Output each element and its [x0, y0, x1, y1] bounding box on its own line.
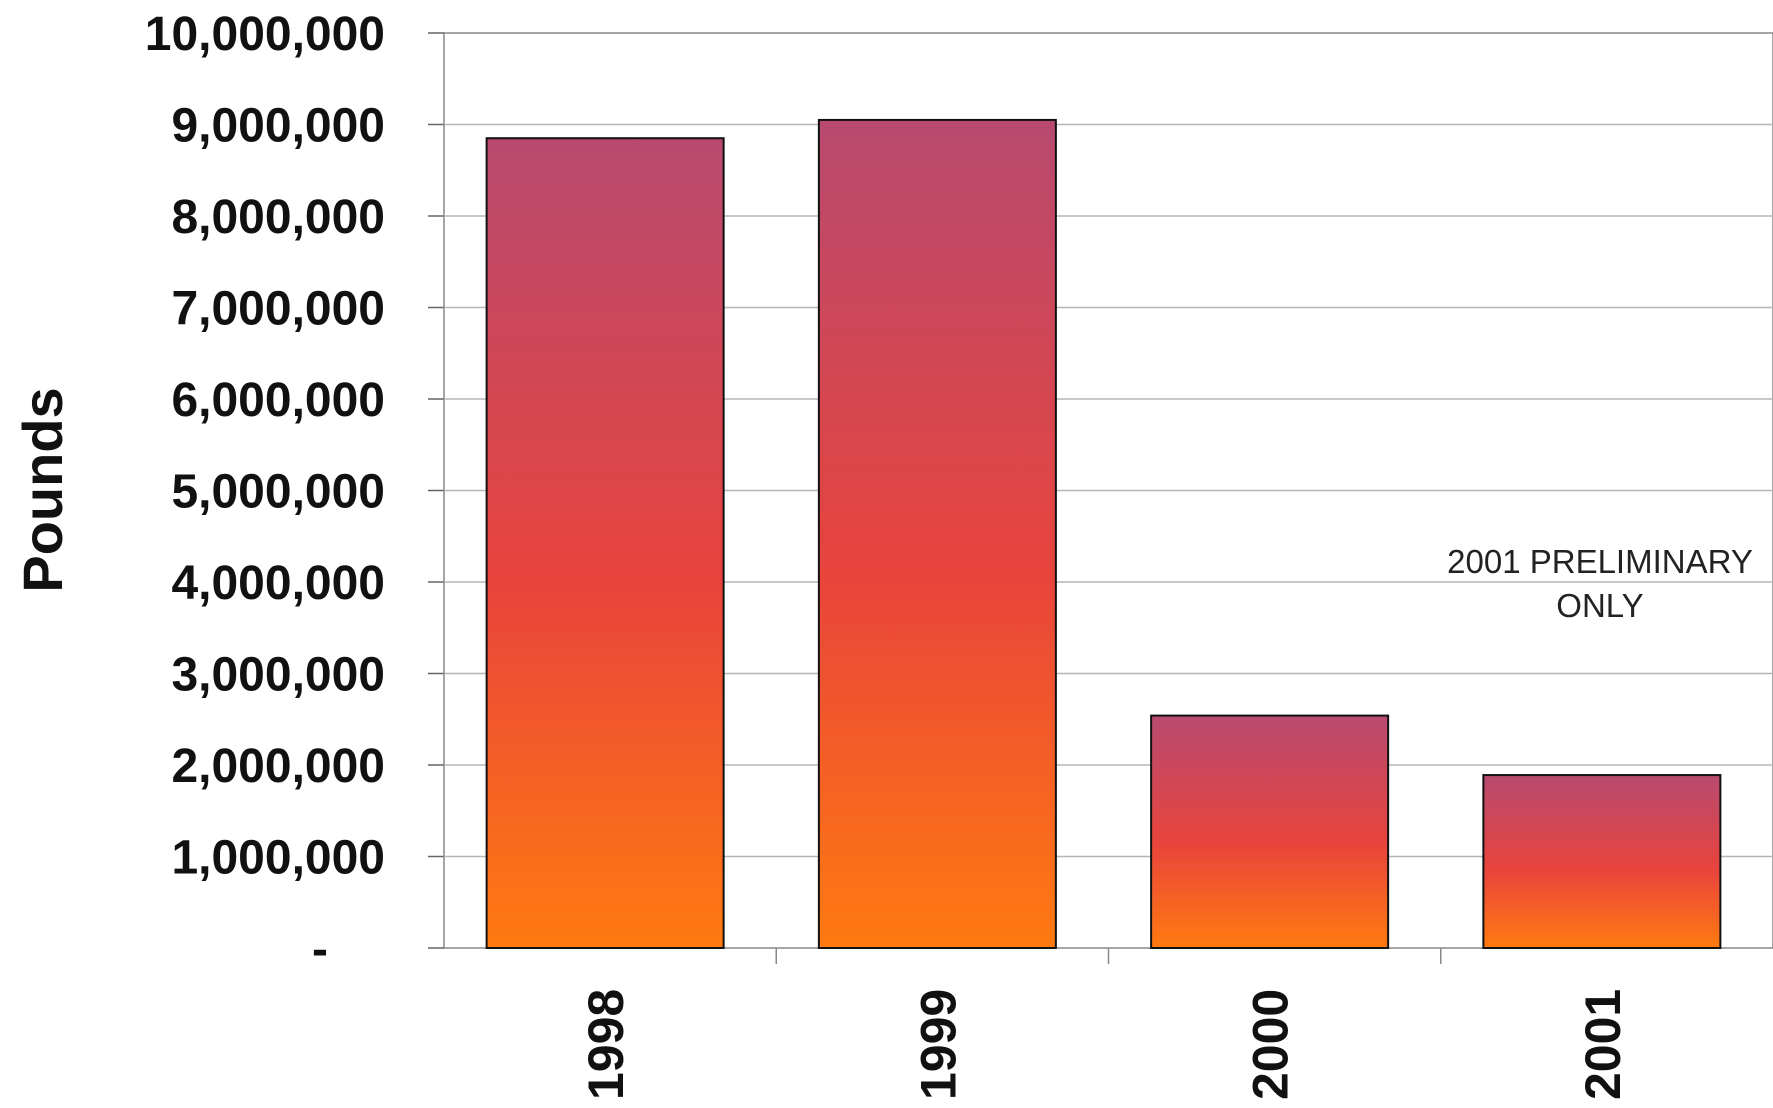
bar-1999: [817, 118, 1057, 950]
x-tick-label: 1998: [578, 989, 634, 1100]
y-tick-label: -: [312, 923, 328, 976]
y-tick-label: 2,000,000: [171, 740, 385, 793]
y-tick-label: 8,000,000: [171, 191, 385, 244]
y-tick-label: 5,000,000: [171, 466, 385, 519]
y-axis-title: Pounds: [11, 387, 74, 592]
bar-2001: [1482, 774, 1722, 949]
x-tick-label: 1999: [910, 989, 966, 1100]
x-tick-label: 2000: [1243, 989, 1299, 1100]
annotation-line-1: 2001 PRELIMINARY: [1447, 543, 1753, 580]
y-tick-label: 9,000,000: [171, 100, 385, 153]
bar-2000: [1150, 714, 1390, 950]
y-tick-label: 10,000,000: [145, 8, 385, 61]
bars: [485, 118, 1722, 950]
x-tick-label: 2001: [1575, 989, 1631, 1100]
y-tick-label: 4,000,000: [171, 557, 385, 610]
y-tick-label: 1,000,000: [171, 832, 385, 885]
x-axis-ticks: 1998 1999 2000 2001: [578, 948, 1631, 1100]
y-tick-label: 7,000,000: [171, 283, 385, 336]
y-axis-ticks: - 1,000,000 2,000,000 3,000,000 4,000,000 5,0…: [145, 8, 444, 976]
y-tick-label: 3,000,000: [171, 649, 385, 702]
bar-1998: [485, 137, 725, 950]
y-tick-label: 6,000,000: [171, 374, 385, 427]
annotation-line-2: ONLY: [1556, 587, 1643, 624]
